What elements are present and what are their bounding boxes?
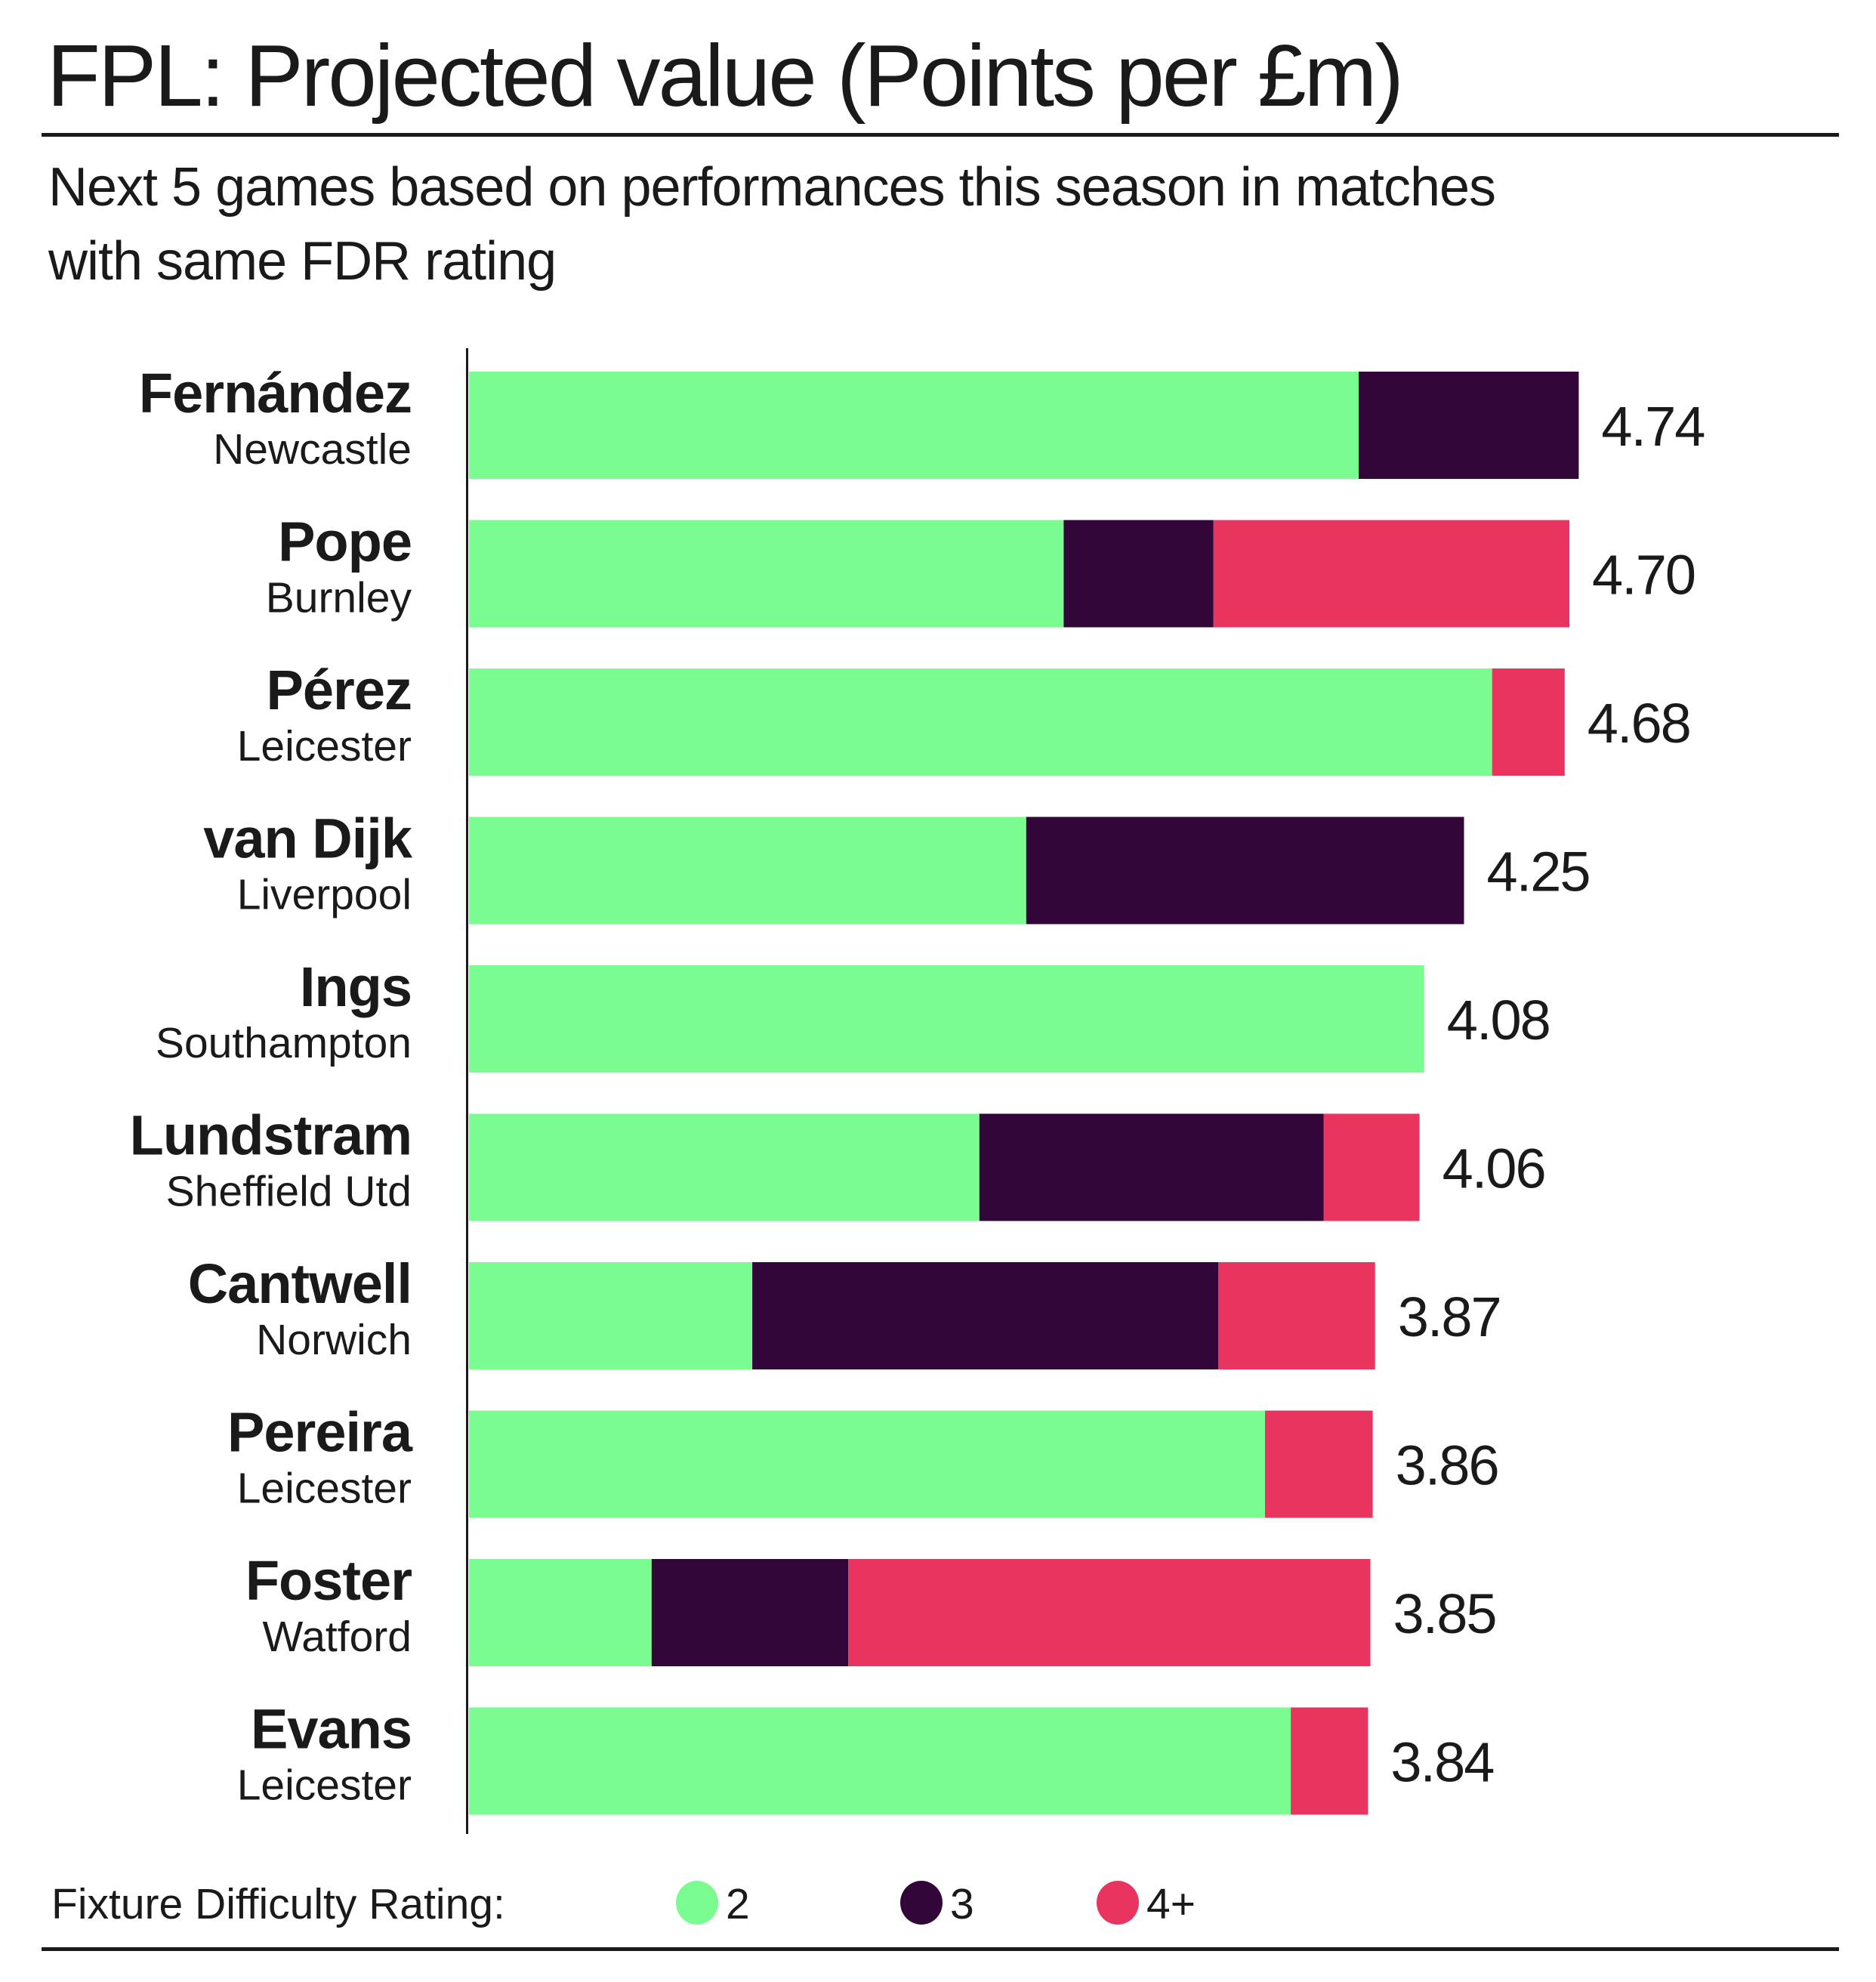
- bar-segment-fdr-4plus: [1492, 668, 1565, 776]
- legend: Fixture Difficulty Rating: 2 3 4+: [51, 1880, 1196, 1928]
- legend-label: 2: [726, 1880, 750, 1928]
- bar-segment-fdr-3: [651, 1559, 849, 1666]
- player-name: Pérez: [267, 659, 412, 721]
- value-label: 4.68: [1588, 692, 1690, 755]
- player-name: van Dijk: [203, 807, 413, 870]
- bar-segment-fdr-2: [469, 668, 1492, 776]
- legend-item: 4+: [1097, 1880, 1196, 1928]
- team-name: Norwich: [256, 1316, 412, 1364]
- value-label: 3.87: [1398, 1286, 1501, 1348]
- bar-segment-fdr-3: [1026, 817, 1464, 925]
- team-name: Liverpool: [237, 871, 412, 919]
- bar-segment-fdr-4plus: [848, 1559, 1371, 1666]
- player-name: Evans: [251, 1698, 412, 1761]
- player-name: Fernández: [139, 362, 412, 424]
- team-name: Leicester: [237, 1465, 412, 1513]
- value-label: 4.70: [1592, 544, 1695, 607]
- team-name: Watford: [263, 1613, 412, 1661]
- top-rule: [42, 133, 1839, 137]
- legend-item: 2: [676, 1880, 750, 1928]
- player-name: Foster: [245, 1549, 412, 1612]
- bar-segment-fdr-4plus: [1323, 1113, 1420, 1221]
- bar-segment-fdr-2: [469, 1707, 1291, 1815]
- bar-segment-fdr-3: [979, 1113, 1324, 1221]
- subtitle-line-2: with same FDR rating: [48, 231, 556, 292]
- team-name: Southampton: [156, 1019, 412, 1067]
- legend-item: 3: [900, 1880, 974, 1928]
- y-axis-line: [466, 348, 468, 1834]
- value-label: 3.86: [1396, 1434, 1498, 1497]
- bar-segment-fdr-3: [1063, 520, 1214, 628]
- legend-swatch: [900, 1881, 943, 1925]
- chart-title: FPL: Projected value (Points per £m): [47, 26, 1402, 125]
- value-label: 3.85: [1393, 1582, 1496, 1645]
- bar-segment-fdr-4plus: [1213, 520, 1569, 628]
- player-name: Pereira: [227, 1401, 413, 1464]
- player-name: Lundstram: [130, 1104, 412, 1167]
- team-name: Newcastle: [213, 425, 412, 474]
- team-name: Sheffield Utd: [166, 1168, 412, 1216]
- player-name: Pope: [278, 511, 412, 573]
- bar-segment-fdr-2: [469, 965, 1424, 1073]
- value-label: 4.74: [1601, 395, 1704, 458]
- bar-segment-fdr-3: [1359, 372, 1579, 479]
- legend-label: 4+: [1146, 1880, 1196, 1928]
- value-label: 4.08: [1447, 989, 1550, 1051]
- team-name: Burnley: [266, 574, 412, 622]
- legend-title: Fixture Difficulty Rating:: [51, 1880, 505, 1928]
- subtitle-line-1: Next 5 games based on performances this …: [48, 157, 1495, 218]
- bar-segment-fdr-2: [469, 520, 1064, 628]
- legend-label: 3: [950, 1880, 974, 1928]
- player-name: Cantwell: [188, 1252, 412, 1315]
- bar-segment-fdr-2: [469, 1113, 980, 1221]
- bottom-rule: [42, 1947, 1839, 1951]
- player-name: Ings: [300, 955, 412, 1018]
- legend-swatch: [1097, 1881, 1139, 1925]
- legend-swatch: [676, 1881, 718, 1925]
- value-label: 3.84: [1390, 1731, 1493, 1794]
- bar-segment-fdr-4plus: [1291, 1707, 1368, 1815]
- value-label: 4.25: [1487, 841, 1590, 903]
- bar-segment-fdr-2: [469, 1410, 1265, 1518]
- team-name: Leicester: [237, 722, 412, 770]
- bar-segment-fdr-4plus: [1265, 1410, 1373, 1518]
- bar-segment-fdr-3: [752, 1262, 1218, 1369]
- bar-segment-fdr-2: [469, 1559, 652, 1666]
- bar-segment-fdr-2: [469, 817, 1026, 925]
- value-label: 4.06: [1442, 1138, 1545, 1200]
- team-name: Leicester: [237, 1761, 412, 1810]
- bar-segment-fdr-4plus: [1218, 1262, 1375, 1369]
- bar-segment-fdr-2: [469, 1262, 753, 1369]
- bar-segment-fdr-2: [469, 372, 1359, 479]
